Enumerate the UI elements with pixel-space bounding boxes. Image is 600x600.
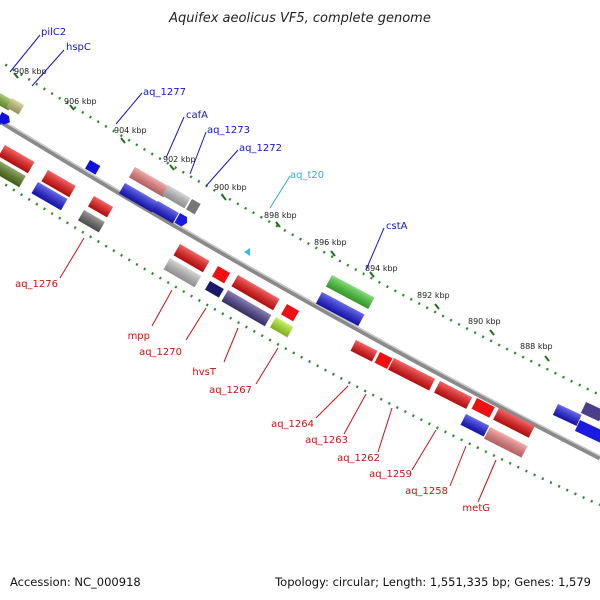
- gene-block[interactable]: [580, 402, 600, 422]
- gene-label-aq_1262[interactable]: aq_1262: [337, 453, 380, 464]
- tick-label: 904 kbp: [114, 126, 147, 135]
- gene-label-aq_t20[interactable]: aq_t20: [290, 170, 324, 181]
- gene-label-aq_1276[interactable]: aq_1276: [15, 279, 58, 290]
- map-title: Aquifex aeolicus VF5, complete genome: [168, 11, 431, 26]
- rna-leaders: [269, 175, 291, 209]
- gene-features: [0, 93, 600, 458]
- gene-arrow[interactable]: [174, 213, 190, 228]
- tick-label: 892 kbp: [417, 291, 450, 300]
- ruler-ticks: [13, 72, 550, 362]
- gene-label-cafA[interactable]: cafA: [186, 110, 208, 121]
- tick-label: 890 kbp: [468, 317, 501, 326]
- ruler-outer-dots: [0, 59, 600, 397]
- tick-label: 888 kbp: [520, 342, 553, 351]
- gene-arrow[interactable]: [85, 160, 101, 175]
- gene-arrow[interactable]: [281, 304, 300, 322]
- genome-backbone: [0, 118, 600, 461]
- gene-label-hspC[interactable]: hspC: [66, 42, 91, 53]
- gene-label-cstA[interactable]: cstA: [386, 221, 408, 232]
- gene-block[interactable]: [574, 420, 600, 444]
- gene-label-aq_1259[interactable]: aq_1259: [369, 469, 412, 480]
- forward-leaders: [9, 34, 385, 271]
- tick-label: 902 kbp: [163, 155, 196, 164]
- gene-arrow[interactable]: [212, 266, 231, 284]
- tick-label: 906 kbp: [64, 97, 97, 106]
- backbone-highlight: [0, 118, 600, 457]
- gene-label-aq_1258[interactable]: aq_1258: [405, 486, 448, 497]
- genome-summary-text: Topology: circular; Length: 1,551,335 bp…: [274, 575, 591, 589]
- gene-label-aq_1277[interactable]: aq_1277: [143, 87, 186, 98]
- gene-label-aq_1272[interactable]: aq_1272: [239, 143, 282, 154]
- gene-block[interactable]: [186, 199, 201, 215]
- tick-label: 908 kbp: [14, 67, 47, 76]
- tick-label: 898 kbp: [264, 211, 297, 220]
- reverse-labels: aq_1276 mpp aq_1270 hvsT aq_1267 aq_1264…: [15, 279, 490, 514]
- tick-label: 900 kbp: [214, 183, 247, 192]
- reverse-leaders: [59, 237, 497, 503]
- rna-marker[interactable]: [244, 248, 250, 256]
- gene-label-pilC2[interactable]: pilC2: [41, 27, 66, 38]
- gene-arrow[interactable]: [374, 352, 393, 370]
- ruler-tick-labels: 908 kbp 906 kbp 904 kbp 902 kbp 900 kbp …: [14, 67, 553, 351]
- gene-block[interactable]: [205, 281, 224, 298]
- gene-label-aq_1270[interactable]: aq_1270: [139, 347, 182, 358]
- gene-label-metG[interactable]: metG: [462, 503, 490, 514]
- gene-label-hvsT[interactable]: hvsT: [192, 367, 216, 378]
- accession-text: Accession: NC_000918: [10, 575, 141, 589]
- gene-label-aq_1267[interactable]: aq_1267: [209, 385, 252, 396]
- tick-label: 894 kbp: [365, 264, 398, 273]
- forward-labels: pilC2 hspC aq_1277 cafA aq_1273 aq_1272 …: [41, 27, 408, 232]
- gene-label-aq_1273[interactable]: aq_1273: [207, 125, 250, 136]
- gene-label-aq_1264[interactable]: aq_1264: [271, 419, 314, 430]
- gene-label-aq_1263[interactable]: aq_1263: [305, 435, 348, 446]
- gene-label-mpp[interactable]: mpp: [128, 331, 150, 342]
- tick-label: 896 kbp: [314, 238, 347, 247]
- rna-labels: aq_t20: [290, 170, 324, 181]
- gene-arrow[interactable]: [471, 398, 495, 418]
